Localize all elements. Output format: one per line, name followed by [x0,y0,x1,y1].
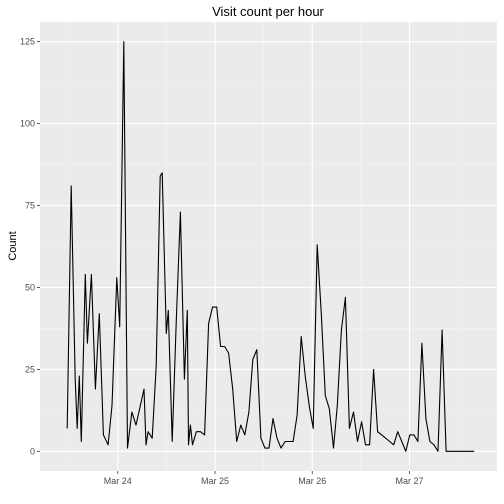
minor-gridlines [40,22,497,471]
x-tick-label: Mar 24 [104,476,132,486]
y-tick-label: 75 [25,201,35,211]
x-axis: Mar 24 Mar 25 Mar 26 Mar 27 [104,471,423,486]
x-tick-label: Mar 25 [201,476,229,486]
chart-title: Visit count per hour [212,4,324,19]
y-tick-label: 0 [30,446,35,456]
y-tick-label: 25 [25,364,35,374]
series-layer [66,41,475,452]
y-tick-label: 125 [20,37,35,47]
y-axis: 0 25 50 75 100 125 [20,37,40,456]
major-gridlines [40,22,497,471]
y-axis-title: Count [7,231,19,260]
x-tick-label: Mar 27 [395,476,423,486]
series-line [66,41,475,452]
y-tick-label: 50 [25,282,35,292]
y-tick-label: 100 [20,119,35,129]
x-tick-label: Mar 26 [298,476,326,486]
